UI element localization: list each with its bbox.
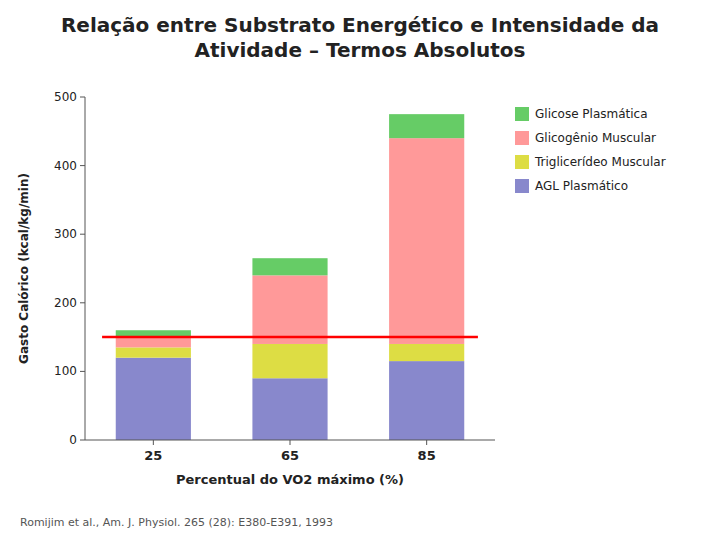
y-axis-label: Gasto Calórico (kcal/kg/min) — [17, 173, 31, 364]
bar-segment — [389, 114, 464, 138]
x-tick — [426, 440, 427, 445]
bar-segment — [389, 344, 464, 361]
y-tick-label: 500 — [54, 90, 77, 104]
y-tick-label: 0 — [69, 433, 77, 447]
bar-segment — [389, 361, 464, 440]
x-axis-label: Percentual do VO2 máximo (%) — [176, 472, 404, 487]
bar-segment — [389, 138, 464, 344]
bar-segment — [116, 347, 191, 357]
legend-swatch — [515, 179, 529, 193]
bar-segment — [252, 344, 327, 378]
bar-segment — [116, 337, 191, 347]
legend-label: Glicogênio Muscular — [535, 131, 656, 145]
subtitle: Romijim et al., Am. J. Physiol. 265 (28)… — [20, 516, 333, 529]
bar-segment — [116, 358, 191, 440]
y-tick — [80, 165, 85, 166]
x-tick — [290, 440, 291, 445]
x-tick — [153, 440, 154, 445]
bar-segment — [252, 275, 327, 344]
legend-swatch — [515, 131, 529, 145]
y-tick-label: 400 — [54, 159, 77, 173]
y-tick — [80, 234, 85, 235]
chart-container: Relação entre Substrato Energético e Int… — [0, 0, 720, 540]
legend: Glicose Plasmática Glicogênio Muscular Tri… — [515, 107, 666, 193]
y-tick-label: 100 — [54, 364, 77, 378]
y-axis-line — [85, 97, 86, 440]
y-tick-label: 300 — [54, 227, 77, 241]
title-line: Atividade – Termos Absolutos — [194, 38, 525, 62]
legend-swatch — [515, 107, 529, 121]
legend-label: Triglicerídeo Muscular — [534, 155, 666, 169]
x-tick-label: 65 — [281, 448, 299, 463]
y-tick — [80, 440, 85, 441]
title-line: Relação entre Substrato Energético e Int… — [61, 13, 659, 37]
y-tick — [80, 371, 85, 372]
y-tick — [80, 302, 85, 303]
bar-segment — [252, 258, 327, 275]
legend-swatch — [515, 155, 529, 169]
bars — [102, 114, 478, 440]
legend-label: AGL Plasmático — [535, 179, 628, 193]
x-tick-label: 25 — [144, 448, 162, 463]
chart-svg: Relação entre Substrato Energético e Int… — [0, 0, 720, 540]
legend-label: Glicose Plasmática — [535, 107, 648, 121]
bar-segment — [252, 378, 327, 440]
chart-title: Relação entre Substrato Energético e Int… — [61, 13, 659, 62]
y-tick-label: 200 — [54, 296, 77, 310]
y-tick — [80, 97, 85, 98]
reference-line — [102, 336, 478, 339]
x-tick-label: 85 — [418, 448, 436, 463]
